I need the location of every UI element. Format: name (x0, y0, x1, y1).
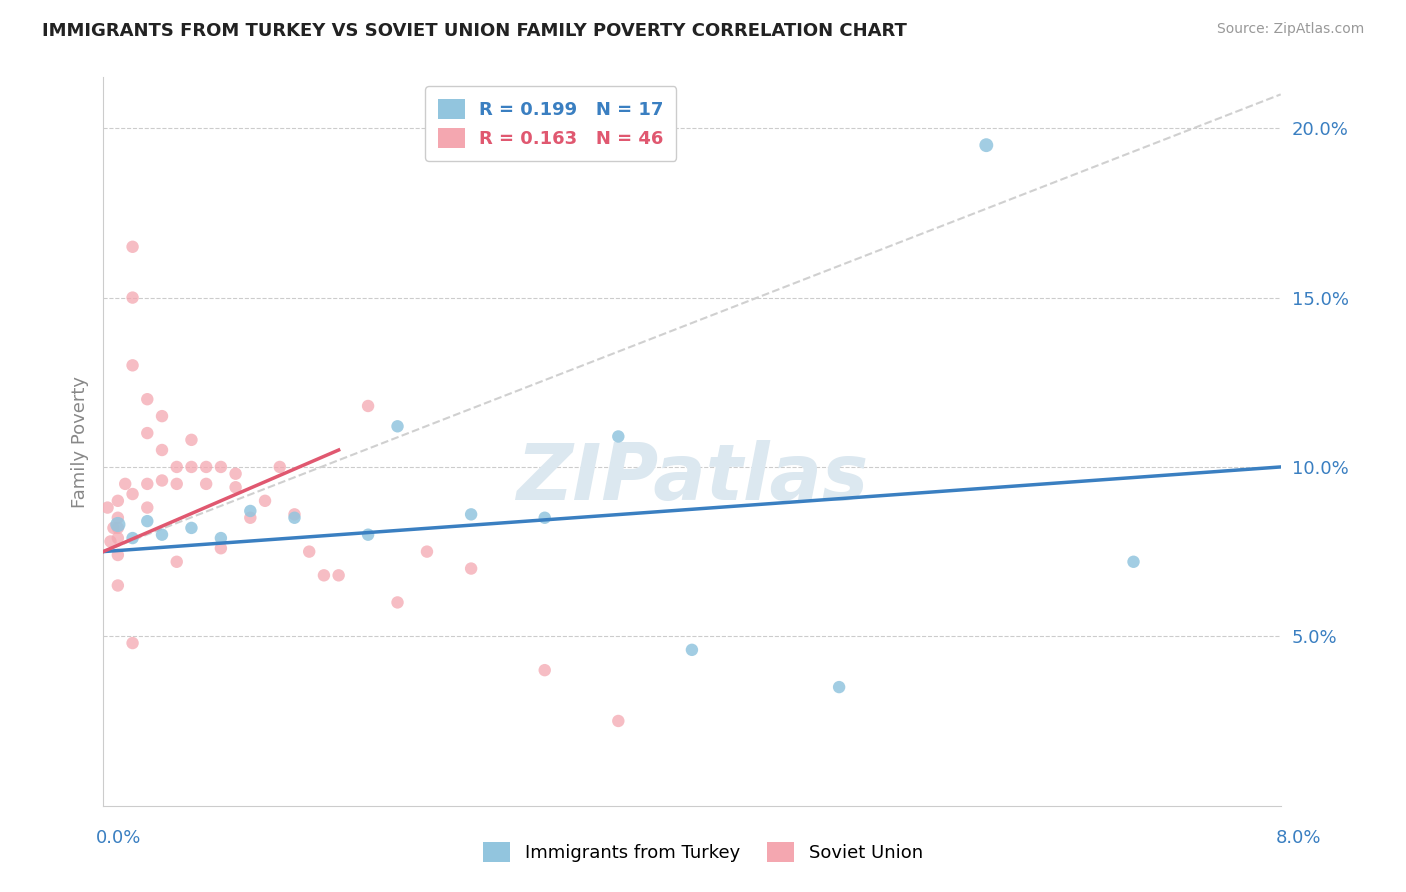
Point (239, 510, 262, 524)
Point (107, 548, 129, 562)
Point (225, 467, 247, 481)
Point (136, 514, 159, 528)
Point (150, 409, 173, 424)
Point (136, 476, 159, 491)
Point (121, 291, 143, 305)
Text: Source: ZipAtlas.com: Source: ZipAtlas.com (1216, 22, 1364, 37)
Point (976, 138, 998, 153)
Point (195, 459, 218, 474)
Point (607, 714, 630, 728)
Point (150, 474, 173, 488)
Point (180, 521, 202, 535)
Point (387, 419, 409, 434)
Point (533, 510, 555, 524)
Legend: R = 0.199   N = 17, R = 0.163   N = 46: R = 0.199 N = 17, R = 0.163 N = 46 (425, 87, 676, 161)
Point (166, 555, 188, 569)
Point (209, 541, 232, 556)
Point (180, 459, 202, 474)
Point (239, 504, 262, 518)
Text: ZIPatlas: ZIPatlas (516, 440, 868, 516)
Point (114, 476, 136, 491)
Point (387, 595, 409, 609)
Point (357, 399, 380, 413)
Point (121, 240, 143, 254)
Point (107, 493, 129, 508)
Point (607, 429, 630, 443)
Point (269, 459, 291, 474)
Point (136, 500, 159, 515)
Point (103, 521, 125, 535)
Point (681, 643, 703, 657)
Point (166, 459, 188, 474)
Point (107, 510, 129, 524)
Point (460, 508, 482, 522)
Text: 8.0%: 8.0% (1277, 829, 1322, 847)
Point (166, 476, 188, 491)
Text: 0.0%: 0.0% (96, 829, 141, 847)
Point (357, 527, 380, 541)
Point (328, 568, 350, 582)
Point (416, 544, 439, 558)
Point (533, 663, 555, 677)
Point (121, 487, 143, 501)
Point (460, 561, 482, 575)
Point (107, 531, 129, 545)
Point (121, 359, 143, 373)
Point (107, 578, 129, 592)
Point (312, 568, 335, 582)
Point (209, 531, 232, 545)
Point (283, 508, 305, 522)
Point (180, 433, 202, 447)
Text: IMMIGRANTS FROM TURKEY VS SOVIET UNION FAMILY POVERTY CORRELATION CHART: IMMIGRANTS FROM TURKEY VS SOVIET UNION F… (42, 22, 907, 40)
Point (107, 521, 129, 535)
Point (100, 534, 122, 549)
Legend: Immigrants from Turkey, Soviet Union: Immigrants from Turkey, Soviet Union (477, 835, 929, 870)
Point (225, 480, 247, 494)
Point (298, 544, 321, 558)
Point (283, 510, 305, 524)
Point (1122, 555, 1144, 569)
Point (136, 426, 159, 441)
Point (136, 392, 159, 407)
Point (150, 442, 173, 457)
Point (150, 527, 173, 541)
Point (254, 493, 277, 508)
Point (96, 500, 118, 515)
Point (209, 459, 232, 474)
Y-axis label: Family Poverty: Family Poverty (72, 376, 89, 508)
Point (107, 517, 129, 532)
Point (121, 636, 143, 650)
Point (828, 680, 851, 694)
Point (121, 531, 143, 545)
Point (195, 476, 218, 491)
